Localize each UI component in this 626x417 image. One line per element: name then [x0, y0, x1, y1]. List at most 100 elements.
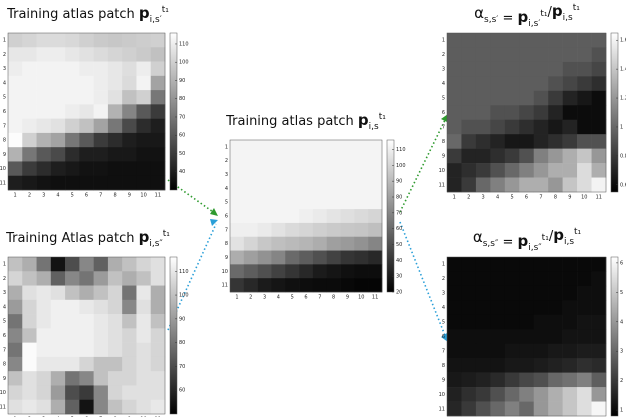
heatmap-cell — [563, 329, 578, 344]
title-subscript: i,s — [369, 122, 379, 132]
heatmap-cell — [230, 251, 244, 265]
heatmap-cell — [592, 373, 607, 388]
heatmap-cell — [8, 62, 23, 77]
title-part: p — [139, 228, 150, 246]
heatmap-cell — [577, 120, 592, 135]
heatmap-cell — [136, 176, 151, 191]
heatmap-cell — [519, 163, 534, 178]
heatmap-cell — [8, 371, 23, 386]
heatmap-cell — [94, 357, 109, 372]
heatmap-cell — [341, 223, 355, 237]
heatmap-cell — [534, 91, 549, 106]
arrow — [400, 222, 446, 338]
col-tick-label: 10 — [140, 193, 146, 199]
heatmap-cell — [519, 315, 534, 330]
heatmap-cell — [592, 329, 607, 344]
heatmap-cell — [592, 402, 607, 417]
title-superscript: t₁ — [379, 112, 387, 122]
heatmap-cell — [271, 237, 285, 251]
heatmap-cell — [285, 237, 299, 251]
row-tick-label: 1 — [225, 144, 228, 150]
heatmap-cell — [271, 264, 285, 278]
heatmap-cell — [37, 47, 52, 62]
col-tick-label: 2 — [467, 195, 470, 201]
heatmap-cell — [108, 176, 123, 191]
heatmap-cell — [461, 373, 476, 388]
heatmap-cell — [534, 329, 549, 344]
heatmap-cell — [108, 343, 123, 358]
heatmap-cell — [476, 33, 491, 48]
heatmap-cell — [151, 104, 166, 119]
row-tick-label: 10 — [0, 166, 6, 172]
heatmap-cell — [22, 257, 37, 272]
heatmap-cell — [8, 133, 23, 148]
heatmap-cell — [258, 251, 272, 265]
heatmap-cell — [94, 286, 109, 301]
heatmap-cell — [136, 257, 151, 272]
heatmap-cell — [505, 373, 520, 388]
heatmap-cell — [341, 195, 355, 209]
heatmap-cell — [505, 120, 520, 135]
heatmap-cell — [490, 47, 505, 62]
heatmap-cell — [548, 300, 563, 315]
heatmap-cell — [461, 300, 476, 315]
heatmap-cell — [534, 257, 549, 272]
heatmap-cell — [548, 91, 563, 106]
heatmap-cell — [244, 237, 258, 251]
heatmap-cell — [258, 223, 272, 237]
heatmap-cell — [490, 178, 505, 193]
heatmap-cell — [519, 76, 534, 91]
heatmap-cell — [230, 154, 244, 168]
heatmap-cell — [37, 357, 52, 372]
heatmap-cell — [65, 90, 80, 105]
heatmap-cell — [519, 402, 534, 417]
row-tick-label: 11 — [222, 283, 228, 289]
heatmap-cell — [94, 371, 109, 386]
heatmap-cell — [592, 149, 607, 164]
heatmap-cell — [8, 385, 23, 400]
heatmap-cell — [8, 176, 23, 191]
heatmap-cell — [592, 178, 607, 193]
heatmap-cell — [577, 300, 592, 315]
row-tick-label: 2 — [442, 276, 445, 282]
heatmap-cell — [299, 264, 313, 278]
heatmap-cell — [258, 237, 272, 251]
colorbar-tick-label: 4 — [620, 319, 623, 325]
heatmap-cell — [341, 140, 355, 154]
heatmap-cell — [548, 62, 563, 77]
row-tick-label: 8 — [442, 139, 445, 145]
heatmap-cell — [519, 62, 534, 77]
heatmap-cell — [122, 343, 137, 358]
row-tick-label: 5 — [442, 320, 445, 326]
colorbar-tick-label: 80 — [179, 96, 185, 102]
heatmap-cell — [37, 161, 52, 176]
row-tick-label: 2 — [3, 52, 6, 58]
heatmap-cell — [244, 264, 258, 278]
heatmap-cell — [51, 328, 66, 343]
heatmap-cell — [22, 104, 37, 119]
title-part: α — [473, 228, 483, 246]
panel: Training Atlas patch pi,s″t₁112233445566… — [0, 228, 189, 417]
colorbar-tick-label: 60 — [179, 388, 185, 394]
heatmap-cell — [37, 147, 52, 162]
heatmap-cell — [244, 209, 258, 223]
heatmap-cell — [447, 286, 462, 301]
heatmap-cell — [563, 47, 578, 62]
title-subscript: i,s′ — [150, 15, 162, 25]
heatmap-cell — [447, 149, 462, 164]
heatmap-cell — [65, 343, 80, 358]
heatmap-cell — [79, 147, 94, 162]
heatmap-cell — [563, 149, 578, 164]
heatmap-cell — [447, 358, 462, 373]
heatmap-cell — [577, 62, 592, 77]
heatmap-cell — [22, 147, 37, 162]
heatmap-cell — [22, 76, 37, 91]
heatmap-cell — [151, 343, 166, 358]
heatmap-cell — [122, 176, 137, 191]
heatmap-cell — [8, 271, 23, 286]
row-tick-label: 8 — [3, 138, 6, 144]
heatmap-cell — [65, 257, 80, 272]
heatmap-cell — [341, 181, 355, 195]
heatmap-cell — [122, 286, 137, 301]
heatmap-cell — [122, 76, 137, 91]
